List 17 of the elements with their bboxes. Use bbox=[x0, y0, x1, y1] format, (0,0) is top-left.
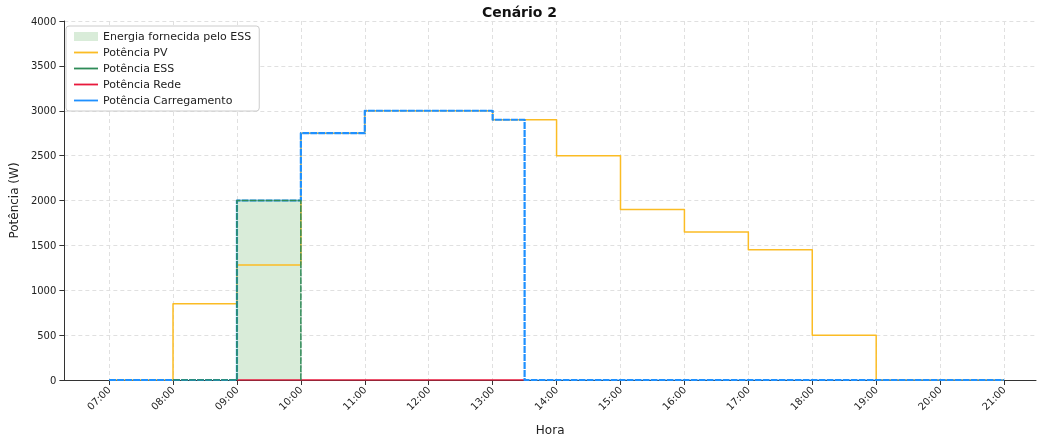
legend-label: Potência Rede bbox=[103, 78, 182, 91]
legend-label: Potência PV bbox=[103, 46, 168, 59]
y-tick-label: 0 bbox=[49, 374, 57, 386]
chart-title: Cenário 2 bbox=[481, 4, 558, 20]
legend-label: Potência ESS bbox=[103, 62, 175, 75]
y-tick-label: 3500 bbox=[30, 60, 57, 72]
y-tick-label: 3000 bbox=[30, 105, 57, 117]
x-axis-title: Hora bbox=[535, 423, 565, 437]
y-tick-label: 2000 bbox=[30, 195, 57, 206]
y-tick-label: 500 bbox=[37, 329, 57, 341]
legend-label: Potência Carregamento bbox=[103, 94, 233, 107]
legend-label: Energia fornecida pelo ESS bbox=[103, 30, 252, 43]
y-axis-title: Potência (W) bbox=[7, 162, 21, 239]
y-tick-label: 1000 bbox=[30, 284, 57, 296]
y-tick-label: 1500 bbox=[30, 239, 57, 251]
y-tick-label: 2500 bbox=[30, 150, 57, 162]
y-tick-label: 4000 bbox=[30, 15, 57, 27]
